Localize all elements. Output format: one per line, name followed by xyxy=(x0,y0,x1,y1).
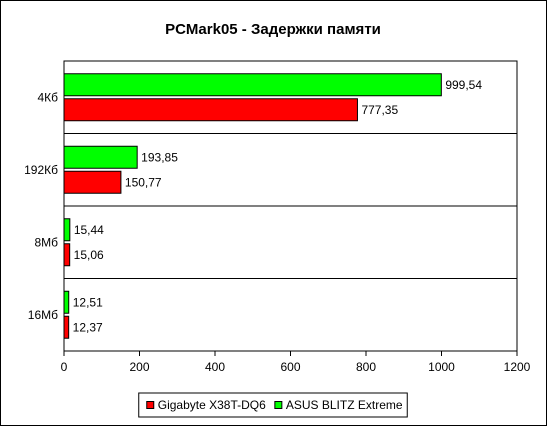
x-tick-label: 1200 xyxy=(504,360,531,374)
legend-box xyxy=(138,392,408,418)
data-label: 12,51 xyxy=(73,295,103,309)
category-separators xyxy=(64,133,517,279)
value-labels-group: 999,54 777,35 193,85 150,77 15,44 15,06 12,51 1… xyxy=(73,78,483,335)
legend-label: ASUS BLITZ Extreme xyxy=(286,398,403,412)
data-label: 193,85 xyxy=(141,150,178,164)
legend: Gigabyte X38T-DQ6 ASUS BLITZ Extreme xyxy=(138,392,408,418)
x-tick-label: 800 xyxy=(356,360,376,374)
data-label: 999,54 xyxy=(445,78,482,92)
data-label: 150,77 xyxy=(125,175,162,189)
bar xyxy=(63,218,71,242)
bar xyxy=(63,170,122,194)
bar xyxy=(63,315,70,339)
bar xyxy=(63,145,138,169)
x-tick-label: 600 xyxy=(280,360,300,374)
category-label: 192Кб xyxy=(24,163,58,177)
x-tick-label: 1000 xyxy=(428,360,455,374)
chart-title: PCMark05 - Задержки памяти xyxy=(165,21,381,38)
legend-label: Gigabyte X38T-DQ6 xyxy=(158,398,266,412)
bar xyxy=(63,73,442,97)
data-label: 15,06 xyxy=(74,248,104,262)
legend-swatch xyxy=(274,401,283,409)
x-axis-ticks: 0 200 400 600 800 1000 1200 xyxy=(61,351,531,374)
category-labels-group: 4Кб 192Кб 8Мб 16Мб xyxy=(24,90,58,322)
data-label: 15,44 xyxy=(74,223,104,237)
bars-group xyxy=(63,73,442,339)
x-tick-label: 400 xyxy=(205,360,225,374)
data-label: 777,35 xyxy=(361,103,398,117)
bar xyxy=(63,290,70,314)
x-tick-label: 200 xyxy=(129,360,149,374)
category-label: 4Кб xyxy=(37,90,58,104)
data-label: 12,37 xyxy=(73,320,103,334)
category-label: 16Мб xyxy=(28,308,58,322)
bar xyxy=(63,243,71,267)
x-tick-label: 0 xyxy=(61,360,68,374)
bar xyxy=(63,98,358,122)
category-label: 8Мб xyxy=(34,235,58,249)
legend-swatch xyxy=(146,401,155,409)
